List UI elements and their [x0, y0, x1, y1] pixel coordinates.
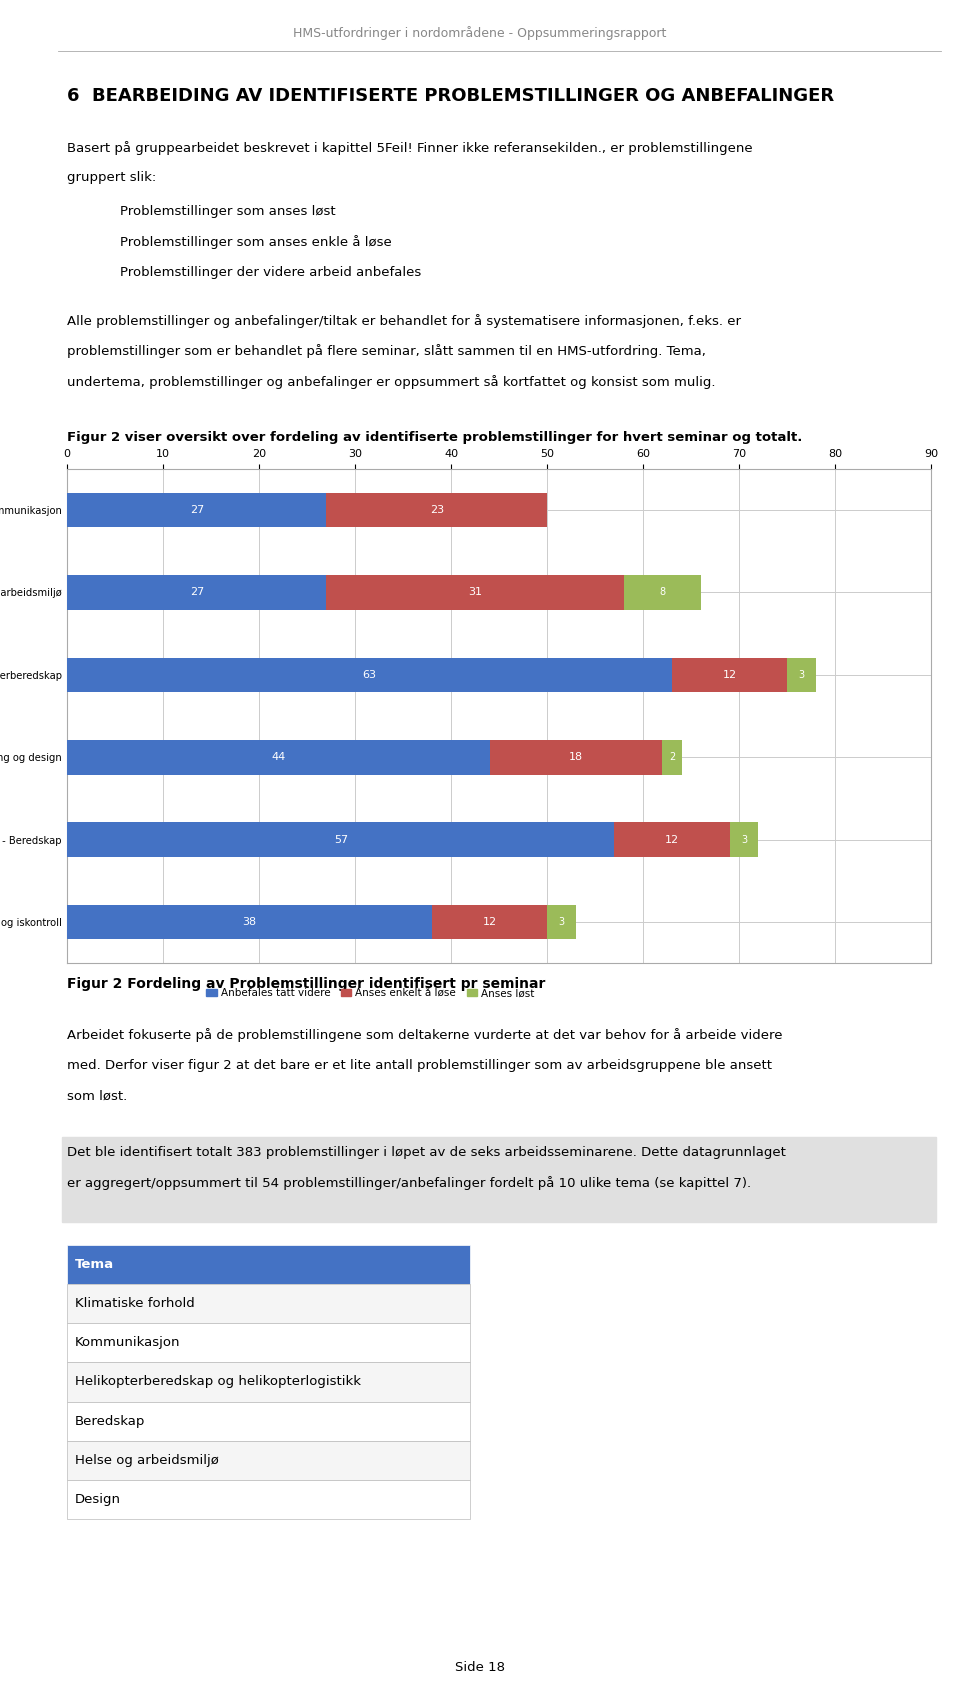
Text: Det ble identifisert totalt 383 problemstillinger i løpet av de seks arbeidssemi: Det ble identifisert totalt 383 problems…: [67, 1146, 786, 1159]
Text: 8: 8: [660, 588, 665, 597]
Text: 57: 57: [334, 835, 348, 844]
Text: 18: 18: [569, 752, 583, 762]
Bar: [787, 658, 816, 692]
Text: 12: 12: [723, 670, 736, 680]
Bar: [67, 658, 672, 692]
Text: Figur 2 viser oversikt over fordeling av identifiserte problemstillinger for hve: Figur 2 viser oversikt over fordeling av…: [67, 431, 803, 445]
Text: 44: 44: [272, 752, 285, 762]
Text: Problemstillinger der videre arbeid anbefales: Problemstillinger der videre arbeid anbe…: [120, 266, 421, 280]
Bar: [730, 822, 758, 858]
Bar: [672, 658, 787, 692]
Text: 31: 31: [468, 588, 482, 597]
FancyBboxPatch shape: [67, 1441, 470, 1480]
Text: Kommunikasjon: Kommunikasjon: [75, 1337, 180, 1349]
Text: som løst.: som løst.: [67, 1089, 128, 1103]
Text: Side 18: Side 18: [455, 1661, 505, 1674]
FancyBboxPatch shape: [62, 1137, 936, 1222]
Text: 63: 63: [363, 670, 376, 680]
Bar: [432, 905, 547, 939]
Text: problemstillinger som er behandlet på flere seminar, slått sammen til en HMS-utf: problemstillinger som er behandlet på fl…: [67, 344, 706, 358]
FancyBboxPatch shape: [67, 1362, 470, 1402]
Text: Design: Design: [75, 1494, 121, 1506]
Text: 27: 27: [190, 505, 204, 515]
Text: Beredskap: Beredskap: [75, 1415, 145, 1427]
Text: 6  BEARBEIDING AV IDENTIFISERTE PROBLEMSTILLINGER OG ANBEFALINGER: 6 BEARBEIDING AV IDENTIFISERTE PROBLEMST…: [67, 87, 834, 106]
Bar: [614, 822, 730, 858]
Text: Problemstillinger som anses løst: Problemstillinger som anses løst: [120, 205, 336, 218]
Text: Problemstillinger som anses enkle å løse: Problemstillinger som anses enkle å løse: [120, 235, 392, 249]
Text: med. Derfor viser figur 2 at det bare er et lite antall problemstillinger som av: med. Derfor viser figur 2 at det bare er…: [67, 1059, 772, 1072]
FancyBboxPatch shape: [67, 1245, 470, 1284]
Text: 12: 12: [483, 917, 496, 928]
Bar: [662, 740, 682, 774]
Bar: [67, 905, 432, 939]
FancyBboxPatch shape: [67, 1480, 470, 1519]
Legend: Anbefales tatt videre, Anses enkelt å løse, Anses løst: Anbefales tatt videre, Anses enkelt å lø…: [202, 984, 539, 1003]
Bar: [547, 905, 576, 939]
Bar: [67, 493, 326, 527]
Text: Basert på gruppearbeidet beskrevet i kapittel 5Feil! Finner ikke referansekilden: Basert på gruppearbeidet beskrevet i kap…: [67, 142, 753, 155]
Text: 12: 12: [665, 835, 679, 844]
Text: er aggregert/oppsummert til 54 problemstillinger/anbefalinger fordelt på 10 ulik: er aggregert/oppsummert til 54 problemst…: [67, 1176, 752, 1190]
Text: 3: 3: [741, 835, 747, 844]
Text: Figur 2 Fordeling av Problemstillinger identifisert pr seminar: Figur 2 Fordeling av Problemstillinger i…: [67, 977, 545, 991]
Text: Helikopterberedskap og helikopterlogistikk: Helikopterberedskap og helikopterlogisti…: [75, 1376, 361, 1388]
Text: 23: 23: [430, 505, 444, 515]
Bar: [624, 575, 701, 610]
Bar: [67, 740, 490, 774]
FancyBboxPatch shape: [67, 1402, 470, 1441]
FancyBboxPatch shape: [67, 1323, 470, 1362]
Text: 38: 38: [243, 917, 256, 928]
Text: 2: 2: [669, 752, 675, 762]
Bar: [67, 822, 614, 858]
Text: 3: 3: [559, 917, 564, 928]
Text: Klimatiske forhold: Klimatiske forhold: [75, 1298, 195, 1309]
Bar: [326, 493, 547, 527]
Text: 27: 27: [190, 588, 204, 597]
Bar: [490, 740, 662, 774]
Text: Alle problemstillinger og anbefalinger/tiltak er behandlet for å systematisere i: Alle problemstillinger og anbefalinger/t…: [67, 314, 741, 327]
Text: Tema: Tema: [75, 1258, 114, 1270]
Text: Arbeidet fokuserte på de problemstillingene som deltakerne vurderte at det var b: Arbeidet fokuserte på de problemstilling…: [67, 1028, 782, 1042]
Text: HMS-utfordringer i nordområdene - Oppsummeringsrapport: HMS-utfordringer i nordområdene - Oppsum…: [294, 26, 666, 39]
Text: Helse og arbeidsmiljø: Helse og arbeidsmiljø: [75, 1454, 219, 1466]
Bar: [326, 575, 624, 610]
Bar: [67, 575, 326, 610]
FancyBboxPatch shape: [67, 1284, 470, 1323]
Text: gruppert slik:: gruppert slik:: [67, 170, 156, 184]
Text: 3: 3: [799, 670, 804, 680]
Text: undertema, problemstillinger og anbefalinger er oppsummert så kortfattet og kons: undertema, problemstillinger og anbefali…: [67, 375, 716, 389]
